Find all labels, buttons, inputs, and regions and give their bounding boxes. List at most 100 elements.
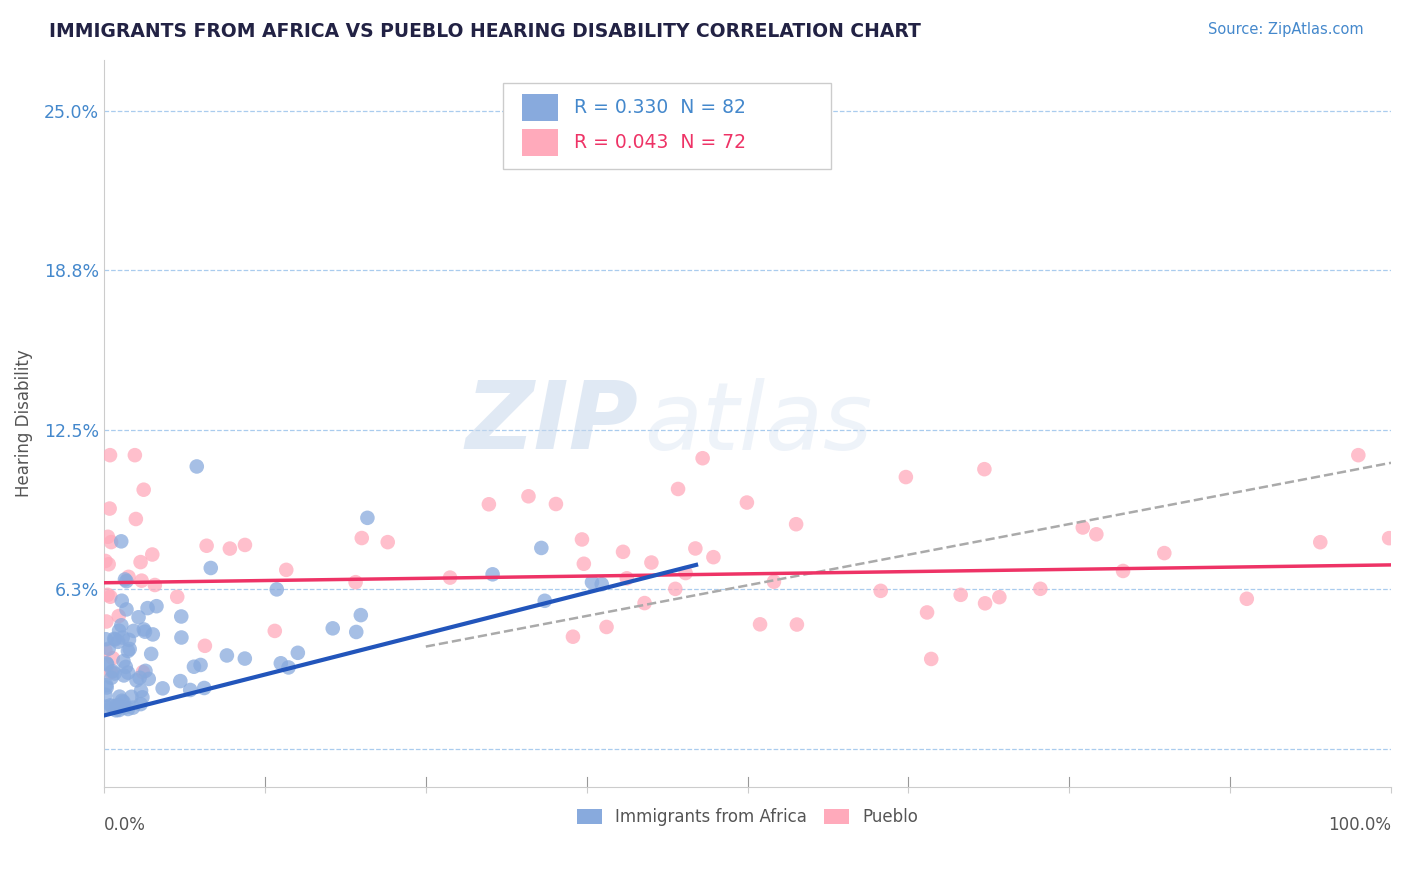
Point <box>350 608 373 623</box>
Point <box>949 588 972 602</box>
Point <box>117 570 139 584</box>
Point <box>124 448 146 462</box>
Text: Source: ZipAtlas.com: Source: ZipAtlas.com <box>1208 22 1364 37</box>
Point <box>1347 448 1369 462</box>
Point <box>112 700 135 714</box>
Point <box>183 659 205 673</box>
Point <box>96 678 118 692</box>
Point <box>616 571 638 585</box>
Point <box>120 690 142 704</box>
Point <box>1153 546 1175 560</box>
Point <box>112 695 135 709</box>
Point <box>117 665 139 680</box>
Point <box>141 647 163 661</box>
Point <box>112 654 135 668</box>
Point <box>786 617 808 632</box>
Point <box>118 642 141 657</box>
Point <box>544 497 567 511</box>
Point <box>101 664 124 678</box>
Point <box>94 632 117 647</box>
Text: ZIP: ZIP <box>465 377 638 469</box>
Point <box>595 620 617 634</box>
Point <box>322 621 344 635</box>
Point <box>98 448 121 462</box>
Point <box>115 602 138 616</box>
Point <box>170 631 193 645</box>
Point <box>136 601 159 615</box>
Point <box>107 698 129 713</box>
Point <box>195 539 218 553</box>
Text: R = 0.330  N = 82: R = 0.330 N = 82 <box>574 98 745 117</box>
Point <box>481 567 503 582</box>
Point <box>129 683 152 698</box>
Point <box>114 660 136 674</box>
Point <box>112 668 135 682</box>
Point <box>762 574 785 589</box>
Point <box>117 702 139 716</box>
Point <box>129 555 152 569</box>
Point <box>218 541 240 556</box>
Point <box>128 671 150 685</box>
Point <box>344 624 367 639</box>
Point <box>277 660 299 674</box>
Point <box>94 554 117 568</box>
Point <box>233 651 256 665</box>
Point <box>666 482 689 496</box>
Point <box>270 657 292 671</box>
Point <box>190 657 212 672</box>
Point <box>105 698 128 713</box>
Point <box>194 639 217 653</box>
Point <box>98 590 121 604</box>
Point <box>1112 564 1135 578</box>
Point <box>96 657 118 672</box>
Point <box>132 483 155 497</box>
Point <box>988 590 1011 604</box>
Point <box>215 648 238 663</box>
Point <box>478 497 501 511</box>
Point <box>122 700 145 714</box>
Point <box>973 462 995 476</box>
Point <box>97 558 120 572</box>
Point <box>142 627 165 641</box>
Point <box>94 699 117 714</box>
Point <box>134 624 156 639</box>
Point <box>664 582 686 596</box>
Point <box>920 652 942 666</box>
Point <box>169 674 191 689</box>
Point <box>96 657 118 671</box>
Point <box>108 703 131 717</box>
Point <box>633 596 655 610</box>
Point <box>675 566 697 580</box>
Point <box>1309 535 1331 549</box>
Legend: Immigrants from Africa, Pueblo: Immigrants from Africa, Pueblo <box>571 802 925 833</box>
Point <box>114 573 136 587</box>
Point <box>145 599 167 614</box>
Point <box>134 664 156 678</box>
Point <box>128 610 150 624</box>
Point <box>344 575 367 590</box>
Point <box>692 451 714 466</box>
Point <box>377 535 399 549</box>
FancyBboxPatch shape <box>523 94 558 121</box>
Point <box>200 561 222 575</box>
Point <box>785 517 807 532</box>
Point <box>108 690 131 704</box>
Point <box>104 632 127 647</box>
Point <box>179 683 201 698</box>
Point <box>1029 582 1052 596</box>
Point <box>117 644 139 658</box>
Point <box>356 511 378 525</box>
Point <box>111 593 134 607</box>
Point <box>131 690 153 705</box>
Y-axis label: Hearing Disability: Hearing Disability <box>15 350 32 497</box>
Text: 100.0%: 100.0% <box>1329 816 1391 834</box>
Point <box>101 699 124 714</box>
Point <box>869 583 891 598</box>
Point <box>170 609 193 624</box>
Point <box>263 624 285 638</box>
Point <box>125 512 148 526</box>
Text: IMMIGRANTS FROM AFRICA VS PUEBLO HEARING DISABILITY CORRELATION CHART: IMMIGRANTS FROM AFRICA VS PUEBLO HEARING… <box>49 22 921 41</box>
Point <box>276 563 298 577</box>
Text: R = 0.043  N = 72: R = 0.043 N = 72 <box>574 133 745 152</box>
Point <box>562 630 585 644</box>
